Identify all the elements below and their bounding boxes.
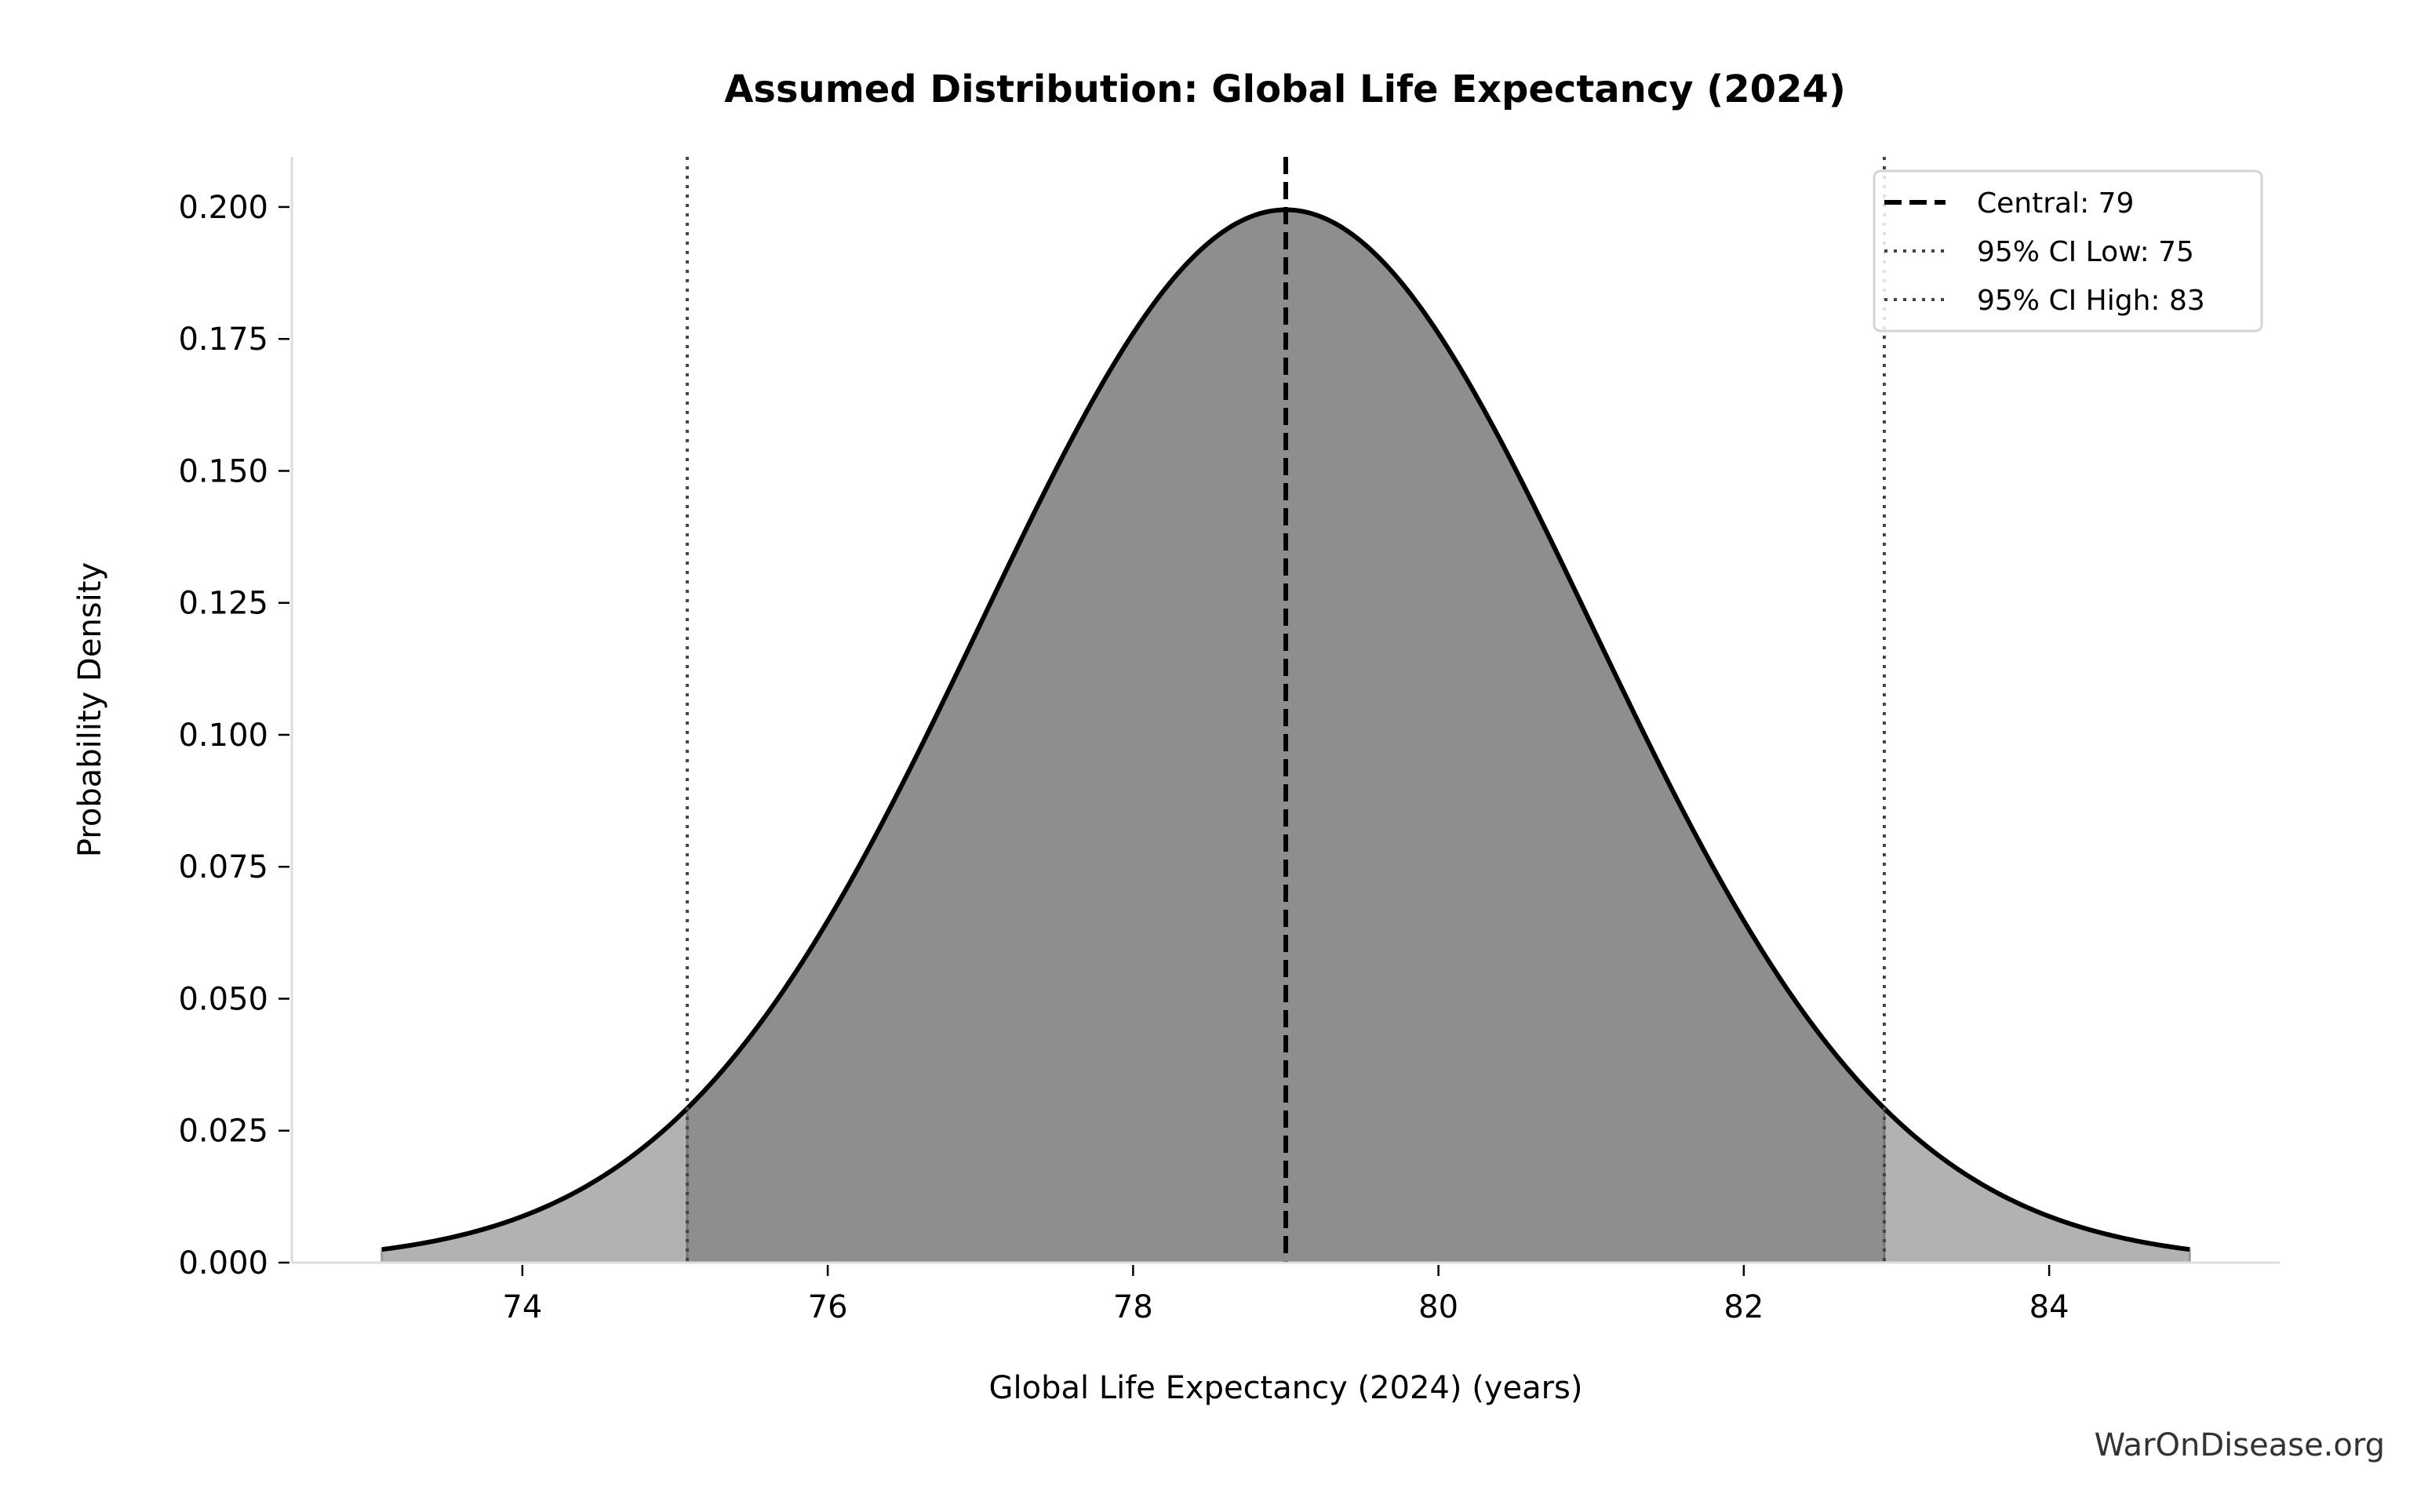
y-tick-label: 0.150 xyxy=(178,453,268,489)
x-tick-label: 84 xyxy=(2029,1289,2069,1325)
y-tick-label: 0.025 xyxy=(178,1114,268,1150)
x-tick-label: 74 xyxy=(502,1289,542,1325)
y-tick-label: 0.000 xyxy=(178,1245,268,1281)
y-axis-label: Probability Density xyxy=(72,562,108,857)
legend-frame xyxy=(1873,169,2263,333)
x-axis-label: Global Life Expectancy (2024) (years) xyxy=(989,1370,1583,1406)
x-tick-label: 80 xyxy=(1418,1289,1458,1325)
legend-label: Central: 79 xyxy=(1977,187,2134,220)
y-tick-label: 0.175 xyxy=(178,322,268,358)
plot-area: 74 76 78 80 82 84 0.000 0.025 0.050 0.075 0.100 0.1… xyxy=(178,157,2280,1325)
y-tick-label: 0.200 xyxy=(178,190,268,226)
y-tick-label: 0.100 xyxy=(178,718,268,754)
watermark: WarOnDisease.org xyxy=(2095,1427,2385,1463)
y-tick-label: 0.075 xyxy=(178,849,268,885)
y-tick-label: 0.125 xyxy=(178,586,268,622)
legend-label: 95% CI High: 83 xyxy=(1977,285,2205,317)
x-tick-label: 82 xyxy=(1724,1289,1764,1325)
x-tick-label: 76 xyxy=(808,1289,848,1325)
y-tick-label: 0.050 xyxy=(178,981,268,1017)
x-tick-label: 78 xyxy=(1113,1289,1153,1325)
legend: Central: 79 95% CI Low: 75 95% CI High: 83 xyxy=(1873,169,2263,333)
legend-label: 95% CI Low: 75 xyxy=(1977,236,2194,268)
left-tail-area xyxy=(380,1105,689,1264)
chart-title: Assumed Distribution: Global Life Expect… xyxy=(724,67,1846,111)
right-tail-area xyxy=(1883,1105,2191,1264)
